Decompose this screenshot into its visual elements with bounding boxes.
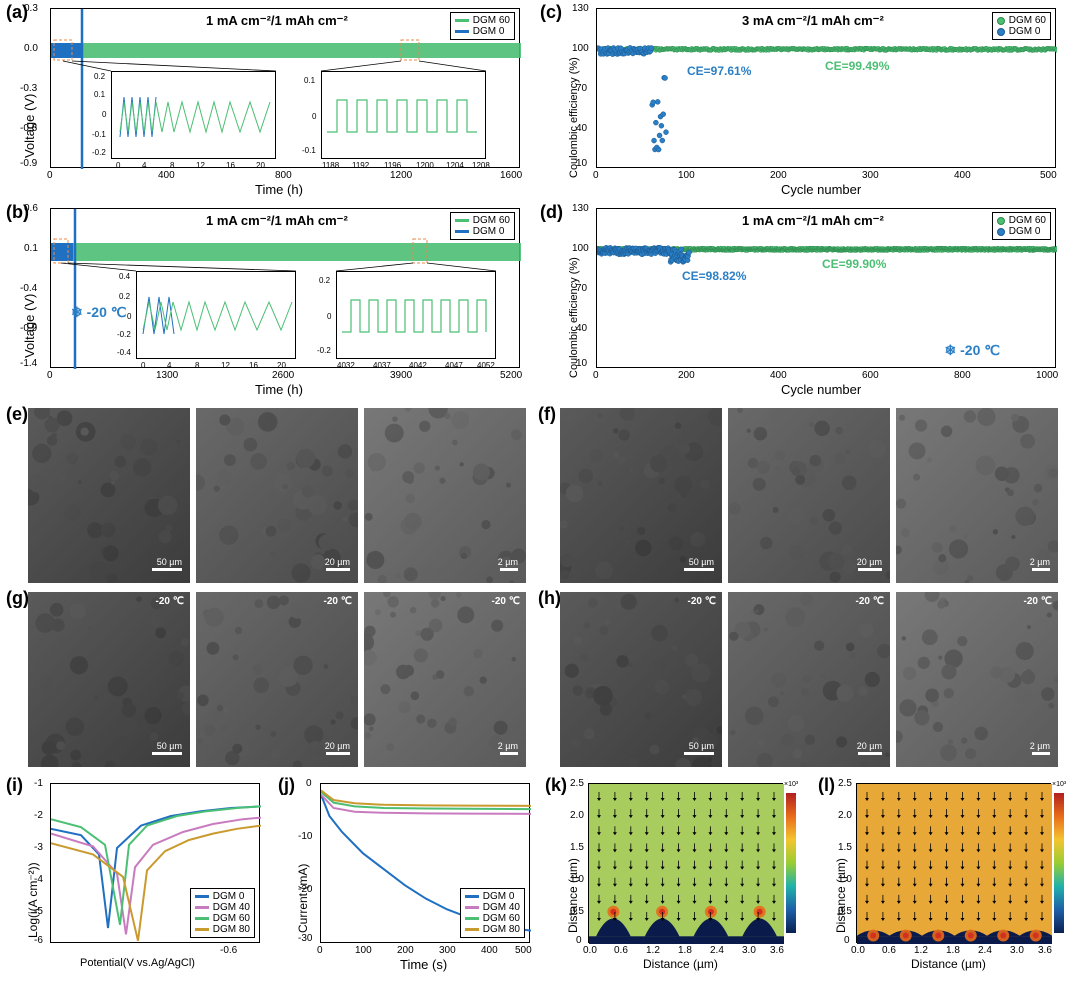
- panel-a: Voltage (V) 1 mA cm⁻²/1 mAh cm⁻² DGM 60 …: [50, 8, 520, 183]
- panel-b: Voltage (V) 1 mA cm⁻²/1 mAh cm⁻² DGM 60 …: [50, 208, 520, 383]
- panel-l-chart: [856, 783, 1051, 943]
- panel-k-ylabel: Distance (µm): [566, 858, 580, 933]
- panel-b-inset1: 0.4 0.2 0 -0.2 -0.4 0 4 8 12 16 20: [136, 271, 296, 359]
- panel-c-ce-green: CE=99.49%: [825, 59, 889, 73]
- panel-b-temp: ❄ -20 ℃: [71, 304, 126, 321]
- panel-a-inset1: 0.2 0.1 0 -0.1 -0.2 0 4 8 12 16 20: [111, 71, 276, 159]
- panel-d-label: (d): [540, 202, 563, 223]
- panel-i-xlabel: Potential(V vs.Ag/AgCl): [80, 957, 195, 969]
- panel-k-colorbar: [786, 793, 796, 933]
- legend-a-0: DGM 60: [473, 15, 510, 26]
- panel-k-xlabel: Distance (µm): [643, 957, 718, 971]
- panel-k-chart: [588, 783, 783, 943]
- legend-b-0: DGM 60: [473, 215, 510, 226]
- panel-b-legend: DGM 60 DGM 0: [450, 212, 515, 240]
- panel-c-xlabel: Cycle number: [781, 182, 861, 197]
- legend-b-1: DGM 0: [473, 226, 505, 237]
- panel-k: Distance (µm) ×10³ 2.5 2.0 1.5 1.0 0.5 0…: [588, 783, 798, 958]
- panel-a-title: 1 mA cm⁻²/1 mAh cm⁻²: [206, 13, 348, 29]
- legend-c-1: DGM 0: [1009, 26, 1041, 37]
- legend-d-0: DGM 60: [1009, 215, 1046, 226]
- panel-d-ce-green: CE=99.90%: [822, 257, 886, 271]
- panel-d-title: 1 mA cm⁻²/1 mAh cm⁻²: [742, 213, 884, 229]
- panel-j-ylabel: Current (mA): [296, 864, 310, 933]
- panel-d-legend: DGM 60 DGM 0: [992, 212, 1051, 240]
- panel-d-chart: 1 mA cm⁻²/1 mAh cm⁻² CE=98.82% CE=99.90%…: [596, 208, 1056, 368]
- panel-l-colorbar: [1054, 793, 1064, 933]
- panel-j-xlabel: Time (s): [400, 957, 447, 972]
- panel-d: Coulombic efficiency (%) 1 mA cm⁻²/1 mAh…: [596, 208, 1056, 383]
- legend-a-1: DGM 0: [473, 26, 505, 37]
- panel-l: Distance (µm) ×10³ 2.5 2.0 1.5 1.0 0.5 0…: [856, 783, 1066, 958]
- panel-a-legend: DGM 60 DGM 0: [450, 12, 515, 40]
- panel-a-chart: 1 mA cm⁻²/1 mAh cm⁻² DGM 60 DGM 0 0.2 0.…: [50, 8, 520, 168]
- panel-l-label: (l): [818, 775, 835, 796]
- panel-d-xlabel: Cycle number: [781, 382, 861, 397]
- panel-j-chart: DGM 0 DGM 40 DGM 60 DGM 80: [320, 783, 530, 943]
- panel-a-xlabel: Time (h): [255, 182, 303, 197]
- figure-root: (a) Voltage (V) 1 mA cm⁻²/1 mAh cm⁻² DGM…: [0, 0, 1080, 987]
- panel-c-title: 3 mA cm⁻²/1 mAh cm⁻²: [742, 13, 884, 29]
- panel-b-xlabel: Time (h): [255, 382, 303, 397]
- panel-c-legend: DGM 60 DGM 0: [992, 12, 1051, 40]
- panel-d-ce-blue: CE=98.82%: [682, 269, 746, 283]
- panel-l-xlabel: Distance (µm): [911, 957, 986, 971]
- panel-d-temp: ❄ -20 ℃: [945, 342, 1000, 359]
- panel-i-chart: DGM 0 DGM 40 DGM 60 DGM 80: [50, 783, 260, 943]
- panel-c: Coulombic efficiency (%) 3 mA cm⁻²/1 mAh…: [596, 8, 1056, 183]
- panel-l-ylabel: Distance (µm): [834, 858, 848, 933]
- panel-j-label: (j): [278, 775, 295, 796]
- panel-i-legend: DGM 0 DGM 40 DGM 60 DGM 80: [190, 888, 255, 938]
- panel-c-chart: 3 mA cm⁻²/1 mAh cm⁻² CE=97.61% CE=99.49%…: [596, 8, 1056, 168]
- panel-k-label: (k): [545, 775, 567, 796]
- panel-b-chart: 1 mA cm⁻²/1 mAh cm⁻² DGM 60 DGM 0 ❄ -20 …: [50, 208, 520, 368]
- panel-a-inset2: 0.1 0 -0.1 1188 1192 1196 1200 1204 1208: [321, 71, 486, 159]
- panel-c-label: (c): [540, 2, 562, 23]
- panel-b-title: 1 mA cm⁻²/1 mAh cm⁻²: [206, 213, 348, 229]
- panel-b-inset2: 0.2 0 -0.2 4032 4037 4042 4047 4052: [336, 271, 496, 359]
- panel-j-legend: DGM 0 DGM 40 DGM 60 DGM 80: [460, 888, 525, 938]
- panel-j: Current (mA) DGM 0 DGM 40 DGM 60 DGM 80 …: [320, 783, 530, 958]
- legend-d-1: DGM 0: [1009, 226, 1041, 237]
- panel-i-label: (i): [6, 775, 23, 796]
- panel-i: Log(i(A cm⁻²)) DGM 0 DGM 40 DGM 60 DGM 8…: [50, 783, 260, 958]
- panel-c-ce-blue: CE=97.61%: [687, 64, 751, 78]
- legend-c-0: DGM 60: [1009, 15, 1046, 26]
